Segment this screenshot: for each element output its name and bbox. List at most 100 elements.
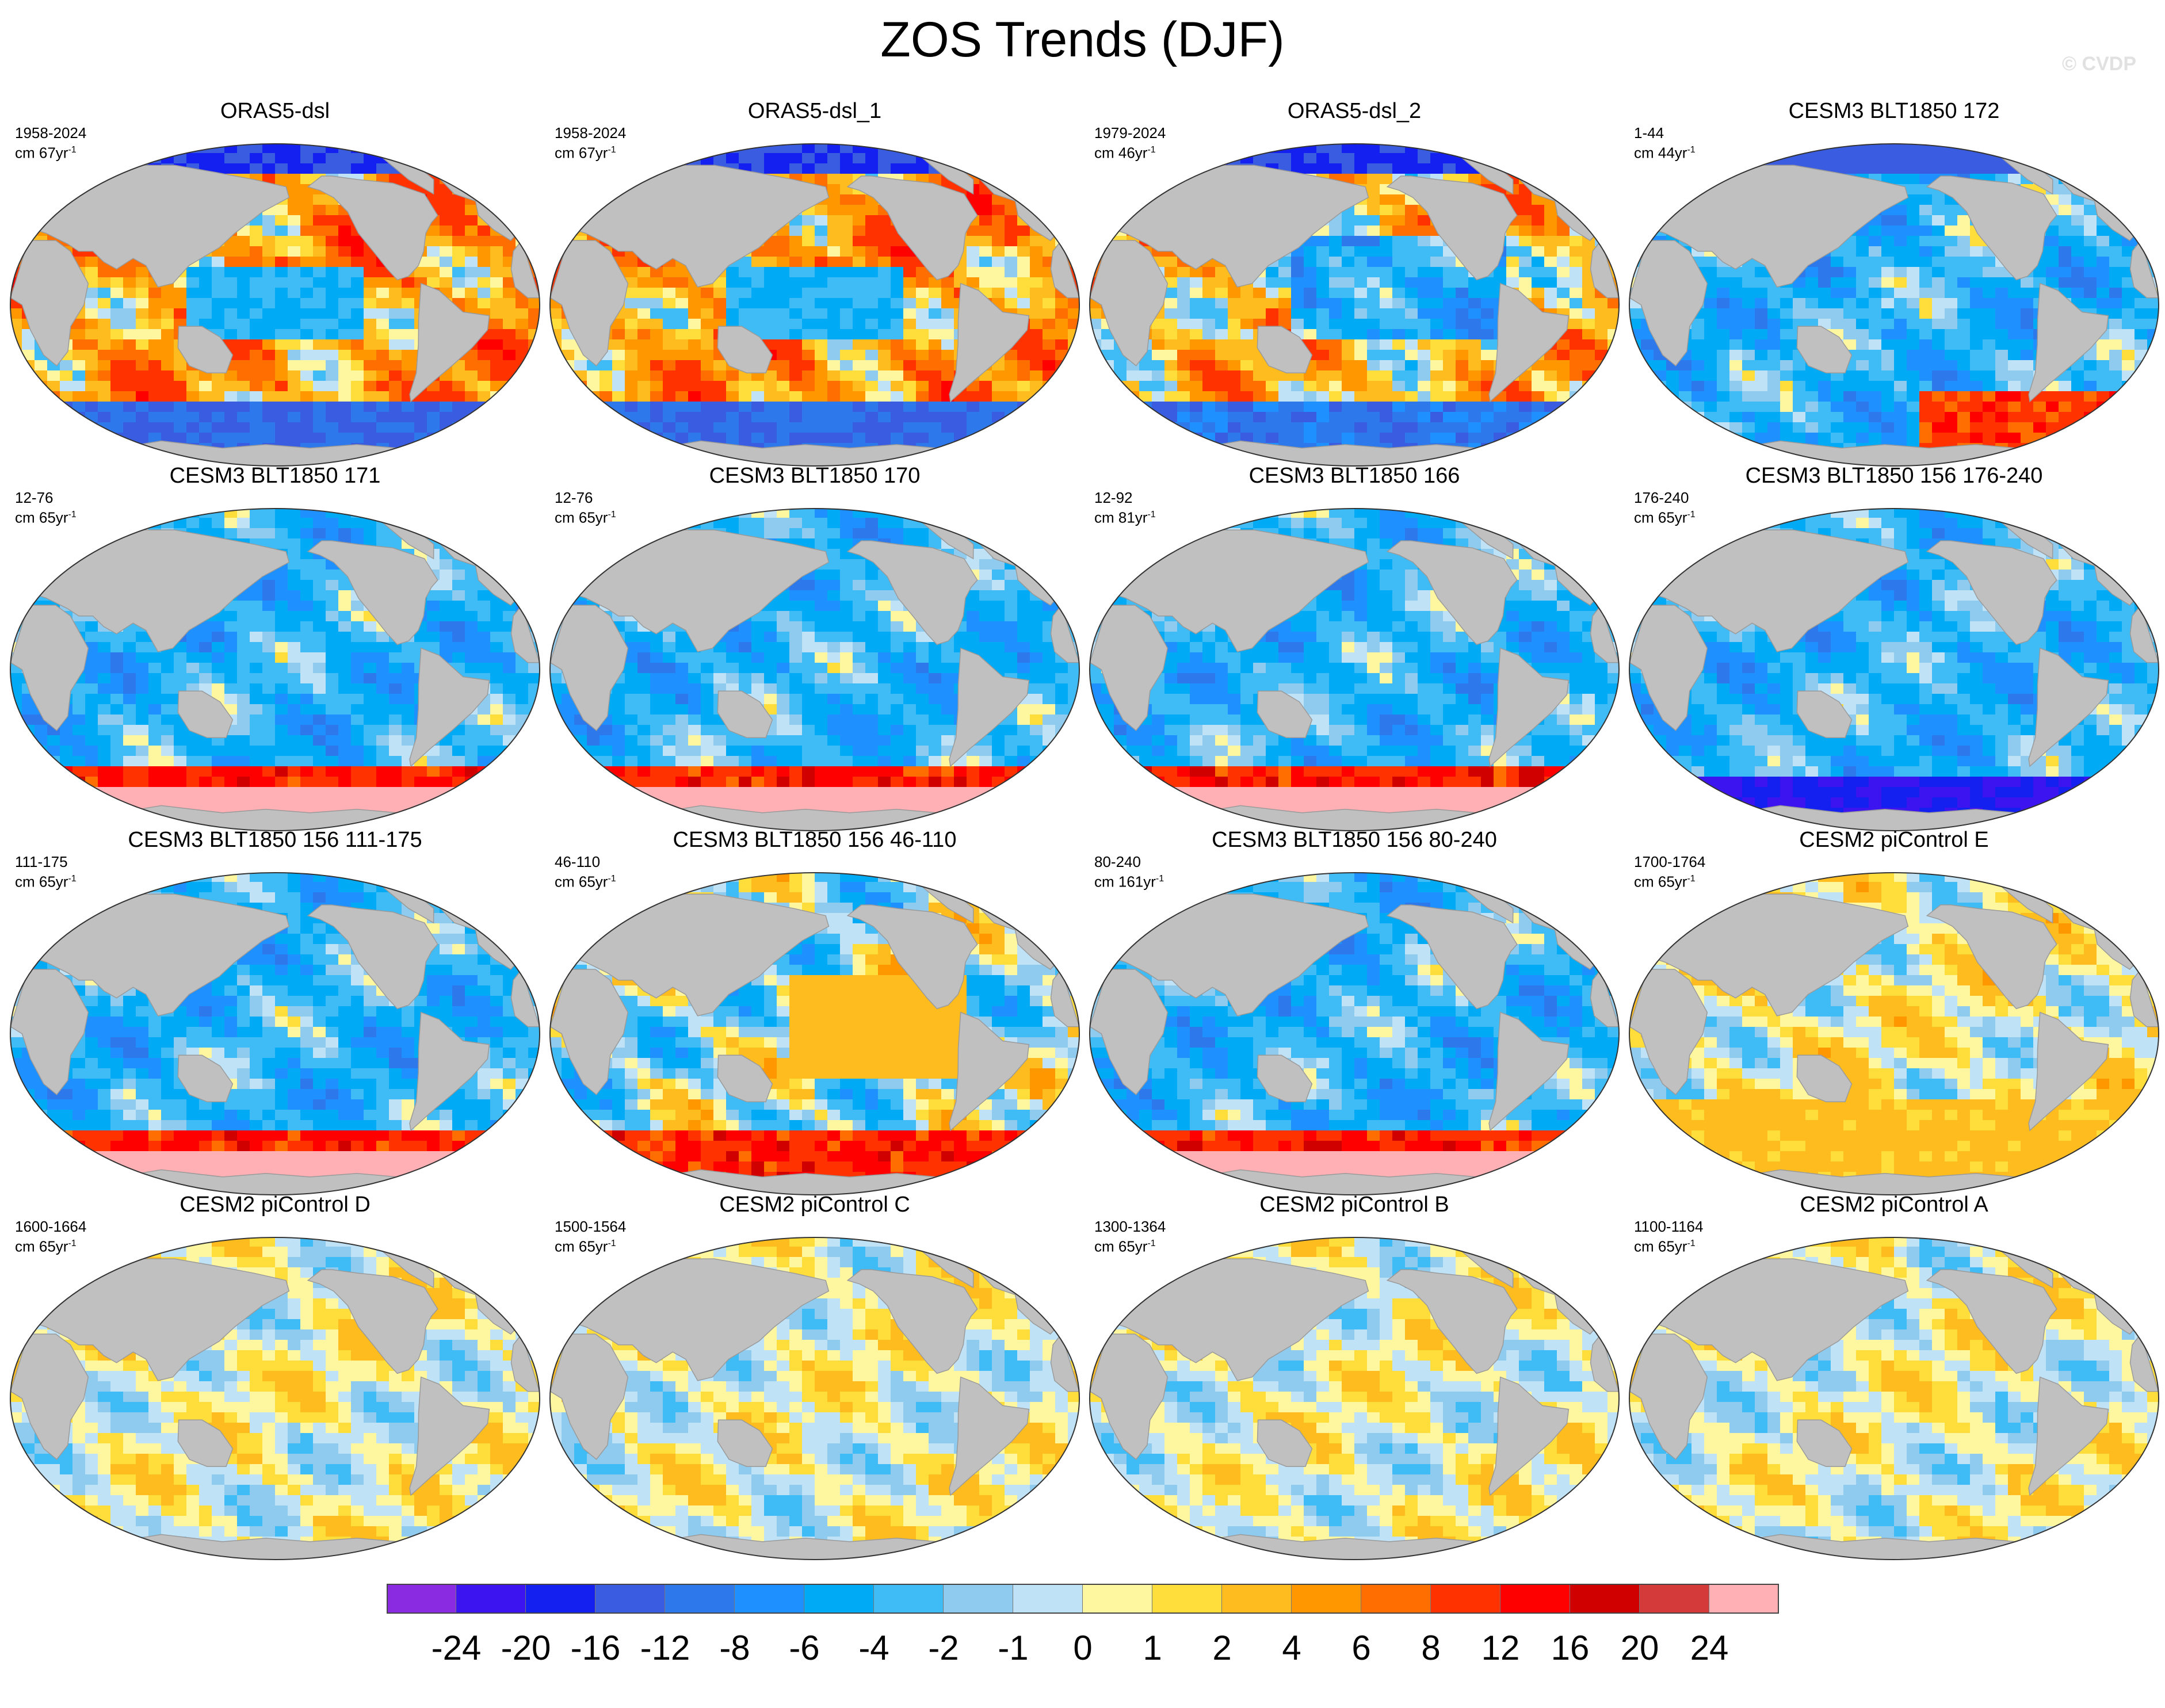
panel-units-exponent: -1	[1147, 1239, 1155, 1248]
map-panel: CESM3 BLT1850 166 12-92 cm 81yr-1	[1084, 463, 1625, 836]
panel-units-text: cm 65yr	[1634, 509, 1687, 526]
panel-period: 1958-2024	[555, 124, 626, 142]
ocean-field	[1629, 1237, 2159, 1560]
map-border	[1629, 143, 2159, 467]
africa-land	[10, 605, 89, 731]
panel-units: cm 65yr-1	[1634, 506, 1696, 526]
eurasia-land	[34, 165, 290, 288]
africa-land	[550, 240, 629, 366]
panel-title: ORAS5-dsl_2	[1084, 98, 1625, 124]
map-border	[10, 508, 540, 831]
panel-units-exponent: -1	[1687, 145, 1695, 155]
south-america-land	[1488, 1011, 1570, 1132]
eurasia-land	[574, 165, 830, 288]
australia-land	[177, 690, 234, 738]
colorbar-tick-label: -16	[549, 1628, 642, 1668]
colorbar-tick-label: 20	[1594, 1628, 1686, 1668]
map-border	[1629, 1237, 2159, 1560]
eurasia-land	[574, 893, 830, 1017]
colorbar-tick-label: -12	[619, 1628, 711, 1668]
panel-units-text: cm 65yr	[555, 509, 608, 526]
north-america-land	[1926, 1269, 2057, 1374]
colorbar-box	[1431, 1584, 1500, 1614]
panel-period: 46-110	[555, 853, 600, 870]
south-america-land	[2028, 1376, 2109, 1496]
panel-title: CESM3 BLT1850 171	[5, 463, 545, 489]
eurasia-land	[574, 1258, 830, 1381]
robinson-map	[549, 508, 1080, 831]
colorbar-tick-label: 6	[1315, 1628, 1407, 1668]
panel-units-exponent: -1	[608, 874, 616, 884]
ocean-field	[550, 509, 1079, 831]
ocean-field	[10, 509, 540, 831]
colorbar-box	[1709, 1584, 1779, 1614]
robinson-map	[1629, 508, 2159, 831]
colorbar-tick-label: 2	[1176, 1628, 1268, 1668]
north-america-land	[1926, 175, 2057, 281]
australia-land	[1257, 1054, 1313, 1102]
panel-period: 1979-2024	[1094, 124, 1166, 142]
colorbar-tick-label: 12	[1454, 1628, 1547, 1668]
colorbar-tick-label: -2	[898, 1628, 990, 1668]
colorbar-tick-label: 8	[1385, 1628, 1477, 1668]
map-panel: CESM3 BLT1850 156 80-240 80-240 cm 161yr-1	[1084, 827, 1625, 1201]
map-border	[549, 1237, 1080, 1560]
panel-period: 1500-1564	[555, 1218, 626, 1235]
panel-units: cm 46yr-1	[1094, 142, 1156, 162]
ocean-field	[1090, 509, 1619, 831]
south-america-land	[949, 1011, 1030, 1132]
panel-units-exponent: -1	[608, 145, 616, 155]
panel-title: CESM3 BLT1850 166	[1084, 463, 1625, 489]
australia-land	[1796, 1419, 1853, 1467]
south-america-land	[949, 282, 1030, 403]
panel-title: CESM3 BLT1850 170	[544, 463, 1085, 489]
colorbar-tick-label: -1	[967, 1628, 1059, 1668]
panel-units-exponent: -1	[1687, 510, 1695, 519]
south-america-land	[2028, 282, 2109, 403]
panel-units-exponent: -1	[1687, 1239, 1695, 1248]
colorbar-box	[1292, 1584, 1361, 1614]
figure-title: ZOS Trends (DJF)	[0, 8, 2165, 71]
colorbar-tick-label: 24	[1663, 1628, 1755, 1668]
ocean-field	[1090, 1237, 1619, 1560]
north-america-land	[307, 175, 438, 281]
map-panel: CESM2 piControl E 1700-1764 cm 65yr-1	[1624, 827, 2164, 1201]
map-border	[1089, 872, 1620, 1195]
robinson-map	[549, 143, 1080, 467]
panel-units-exponent: -1	[68, 510, 76, 519]
north-america-land	[307, 1269, 438, 1374]
eurasia-land	[1113, 1258, 1369, 1381]
panel-title: CESM3 BLT1850 156 46-110	[544, 827, 1085, 853]
map-border	[1629, 872, 2159, 1195]
africa-land	[1629, 969, 1708, 1095]
north-america-land	[1386, 540, 1518, 645]
panel-units-exponent: -1	[68, 1239, 76, 1248]
map-border	[10, 1237, 540, 1560]
map-panel: CESM2 piControl A 1100-1164 cm 65yr-1	[1624, 1191, 2164, 1565]
panel-title: ORAS5-dsl_1	[544, 98, 1085, 124]
robinson-map	[1629, 1237, 2159, 1560]
map-panel: CESM3 BLT1850 156 111-175 111-175 cm 65yr-…	[5, 827, 545, 1201]
panel-period: 12-76	[15, 489, 54, 506]
panel-units-text: cm 44yr	[1634, 144, 1687, 162]
colorbar-box	[944, 1584, 1013, 1614]
panel-period: 1958-2024	[15, 124, 86, 142]
panel-units-text: cm 65yr	[1634, 873, 1687, 891]
north-america-land	[307, 540, 438, 645]
map-panel: CESM3 BLT1850 156 176-240 176-240 cm 65yr-…	[1624, 463, 2164, 836]
map-border	[549, 508, 1080, 831]
colorbar-tick-label: -24	[410, 1628, 502, 1668]
panel-units: cm 65yr-1	[1094, 1235, 1156, 1255]
robinson-map	[10, 508, 540, 831]
north-america-land	[846, 540, 978, 645]
panel-units-text: cm 81yr	[1094, 509, 1147, 526]
colorbar-tick-label: 0	[1037, 1628, 1129, 1668]
robinson-map	[10, 143, 540, 467]
colorbar-box	[1570, 1584, 1640, 1614]
colorbar-tick-label: -20	[480, 1628, 572, 1668]
ocean-field	[550, 1237, 1079, 1560]
panel-title: ORAS5-dsl	[5, 98, 545, 124]
ocean-field	[1629, 509, 2159, 831]
colorbar-box	[1152, 1584, 1222, 1614]
colorbar-box	[387, 1584, 456, 1614]
